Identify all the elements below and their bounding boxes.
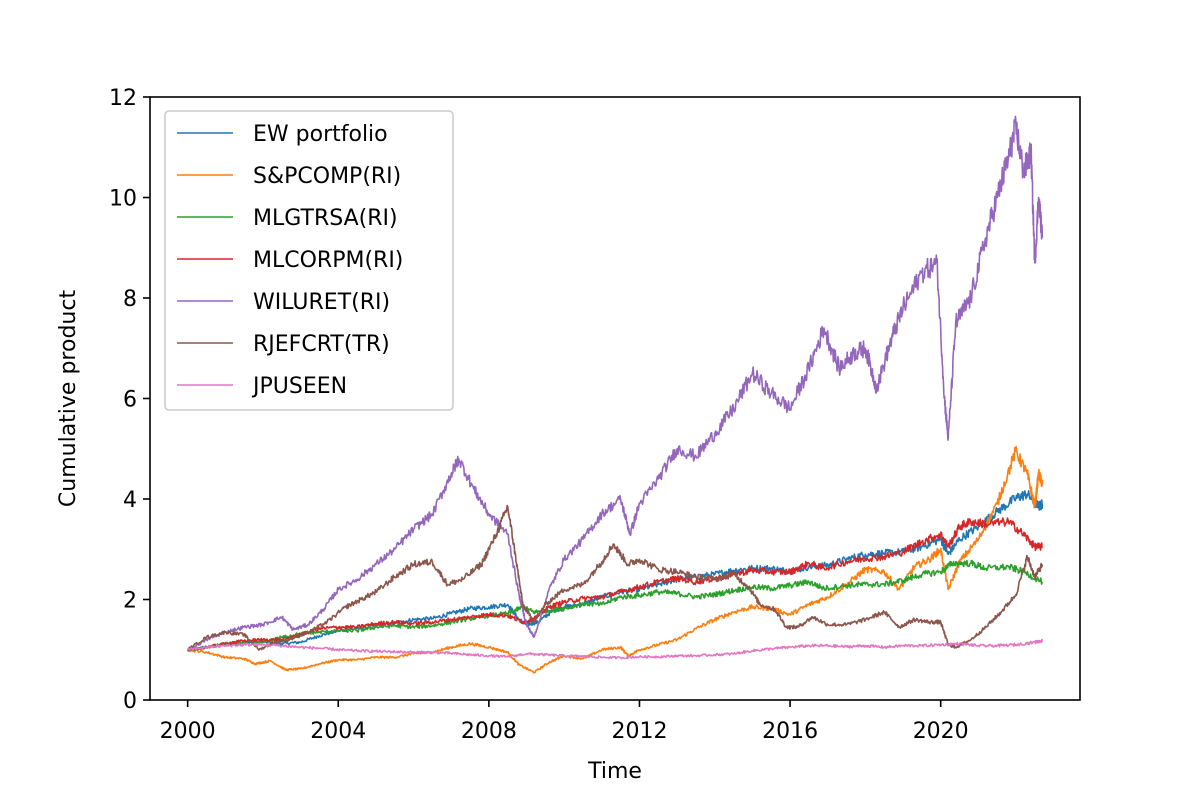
legend-label: RJEFCRT(TR) <box>253 332 390 357</box>
legend-label: MLGTRSA(RI) <box>253 206 398 231</box>
x-tick-label: 2004 <box>310 719 366 744</box>
series-line-3 <box>187 559 1044 652</box>
legend-label: S&PCOMP(RI) <box>253 164 401 189</box>
legend-box <box>164 110 454 411</box>
y-tick-label: 8 <box>123 287 137 312</box>
legend-label: EW portfolio <box>253 122 388 147</box>
legend-label: WILURET(RI) <box>253 290 390 315</box>
y-axis: 0 2 4 6 8 10 12 <box>109 86 150 714</box>
x-tick-label: 2012 <box>611 719 667 744</box>
y-tick-label: 2 <box>123 589 137 614</box>
series-line-4 <box>186 517 1043 651</box>
series-line-5 <box>187 115 1044 652</box>
y-tick-label: 10 <box>109 187 137 212</box>
y-axis-label: Cumulative product <box>56 290 81 508</box>
x-tick-label: 2008 <box>461 719 517 744</box>
series-line-7 <box>187 638 1044 660</box>
y-tick-label: 6 <box>123 388 137 413</box>
series-line-6 <box>187 504 1044 652</box>
x-axis: 2000 2004 2008 2012 2016 2020 <box>160 700 969 744</box>
legend-label: MLCORPM(RI) <box>253 248 403 273</box>
y-tick-label: 4 <box>123 488 137 513</box>
x-tick-label: 2016 <box>762 719 818 744</box>
series-layer <box>186 115 1044 674</box>
y-tick-label: 12 <box>109 86 137 111</box>
y-tick-label: 0 <box>123 689 137 714</box>
x-tick-label: 2020 <box>913 719 969 744</box>
x-tick-label: 2000 <box>160 719 216 744</box>
series-line-2 <box>187 445 1044 674</box>
x-axis-label: Time <box>587 759 642 784</box>
legend-label: JPUSEEN <box>251 374 347 399</box>
legend: EW portfolio S&PCOMP(RI) MLGTRSA(RI) MLCORP… <box>164 110 454 411</box>
